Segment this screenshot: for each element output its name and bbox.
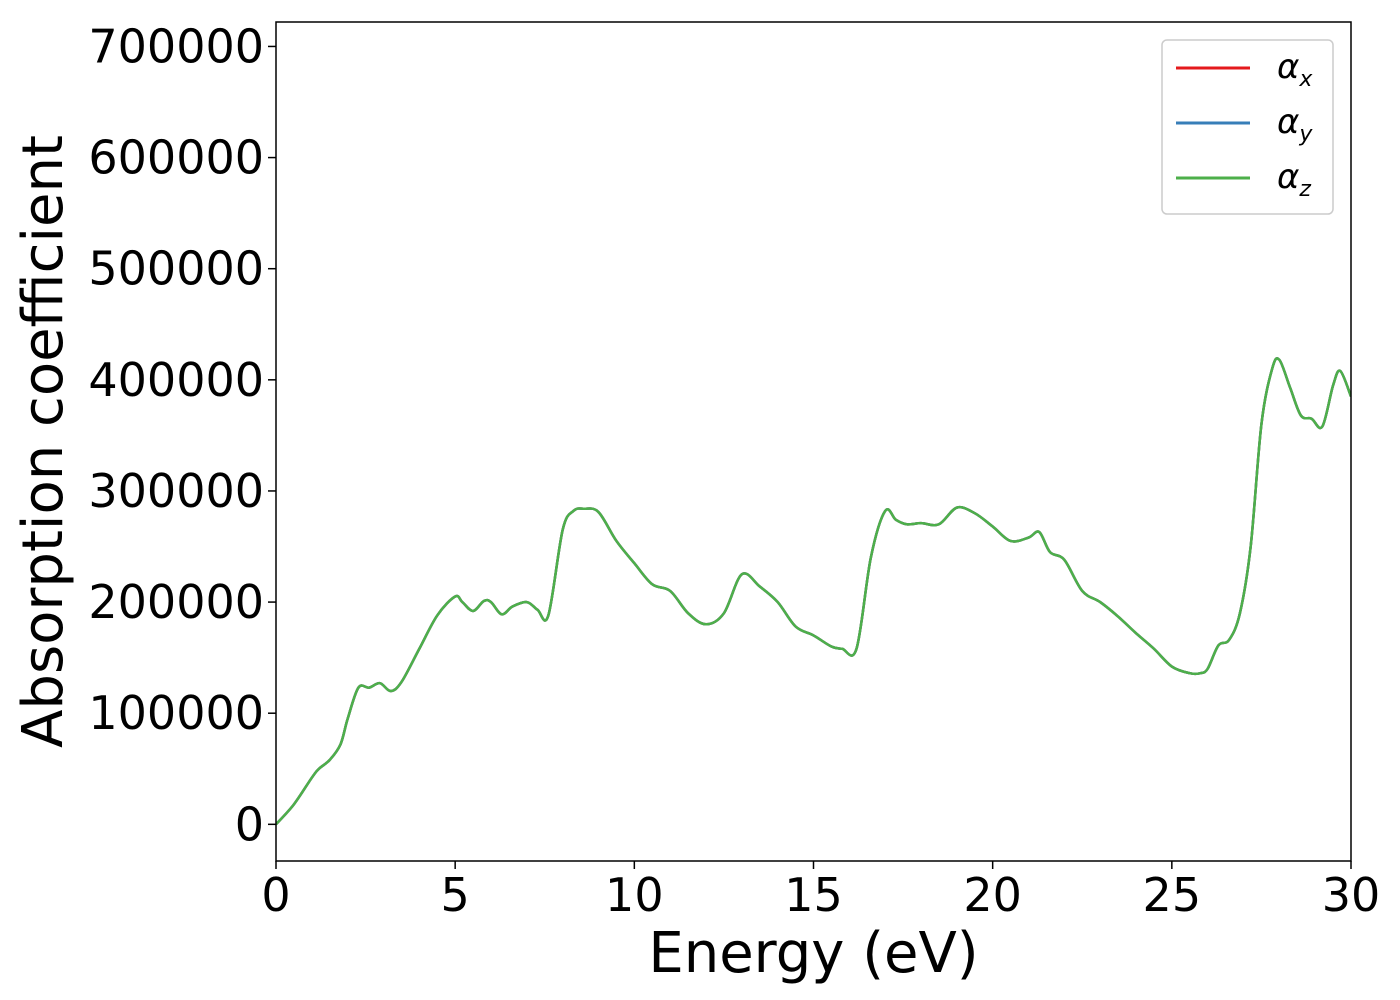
series-layer bbox=[276, 357, 1351, 826]
y-axis-label: Absorption coefficient bbox=[11, 135, 76, 748]
x-tick-label: 30 bbox=[1322, 868, 1381, 922]
x-axis-label: Energy (eV) bbox=[648, 921, 978, 986]
legend-box bbox=[1161, 39, 1334, 215]
y-axis: 0 100000 200000 300000 400000 500000 600000 700… bbox=[88, 19, 276, 851]
y-tick-label: 100000 bbox=[88, 686, 264, 740]
x-tick-label: 0 bbox=[261, 868, 290, 922]
x-tick-label: 25 bbox=[1143, 868, 1202, 922]
y-tick-label: 300000 bbox=[88, 464, 264, 518]
x-tick-label: 15 bbox=[784, 868, 843, 922]
series-line-x bbox=[276, 357, 1351, 826]
legend-label-z: αz bbox=[1277, 157, 1311, 202]
x-axis: 0 5 10 15 20 25 30 bbox=[261, 861, 1380, 922]
y-tick-label: 700000 bbox=[88, 19, 264, 73]
legend-label-y: αy bbox=[1277, 102, 1313, 147]
series-line-y bbox=[276, 357, 1351, 826]
legend-label-x: αx bbox=[1277, 47, 1313, 92]
x-tick-label: 10 bbox=[605, 868, 664, 922]
x-tick-label: 5 bbox=[441, 868, 470, 922]
y-tick-label: 200000 bbox=[88, 575, 264, 629]
series-line-z bbox=[276, 357, 1351, 826]
y-tick-label: 0 bbox=[235, 797, 264, 851]
y-tick-label: 500000 bbox=[88, 242, 264, 296]
legend: αx αy αz bbox=[1161, 39, 1334, 215]
x-tick-label: 20 bbox=[963, 868, 1022, 922]
y-tick-label: 400000 bbox=[88, 353, 264, 407]
y-tick-label: 600000 bbox=[88, 131, 264, 185]
